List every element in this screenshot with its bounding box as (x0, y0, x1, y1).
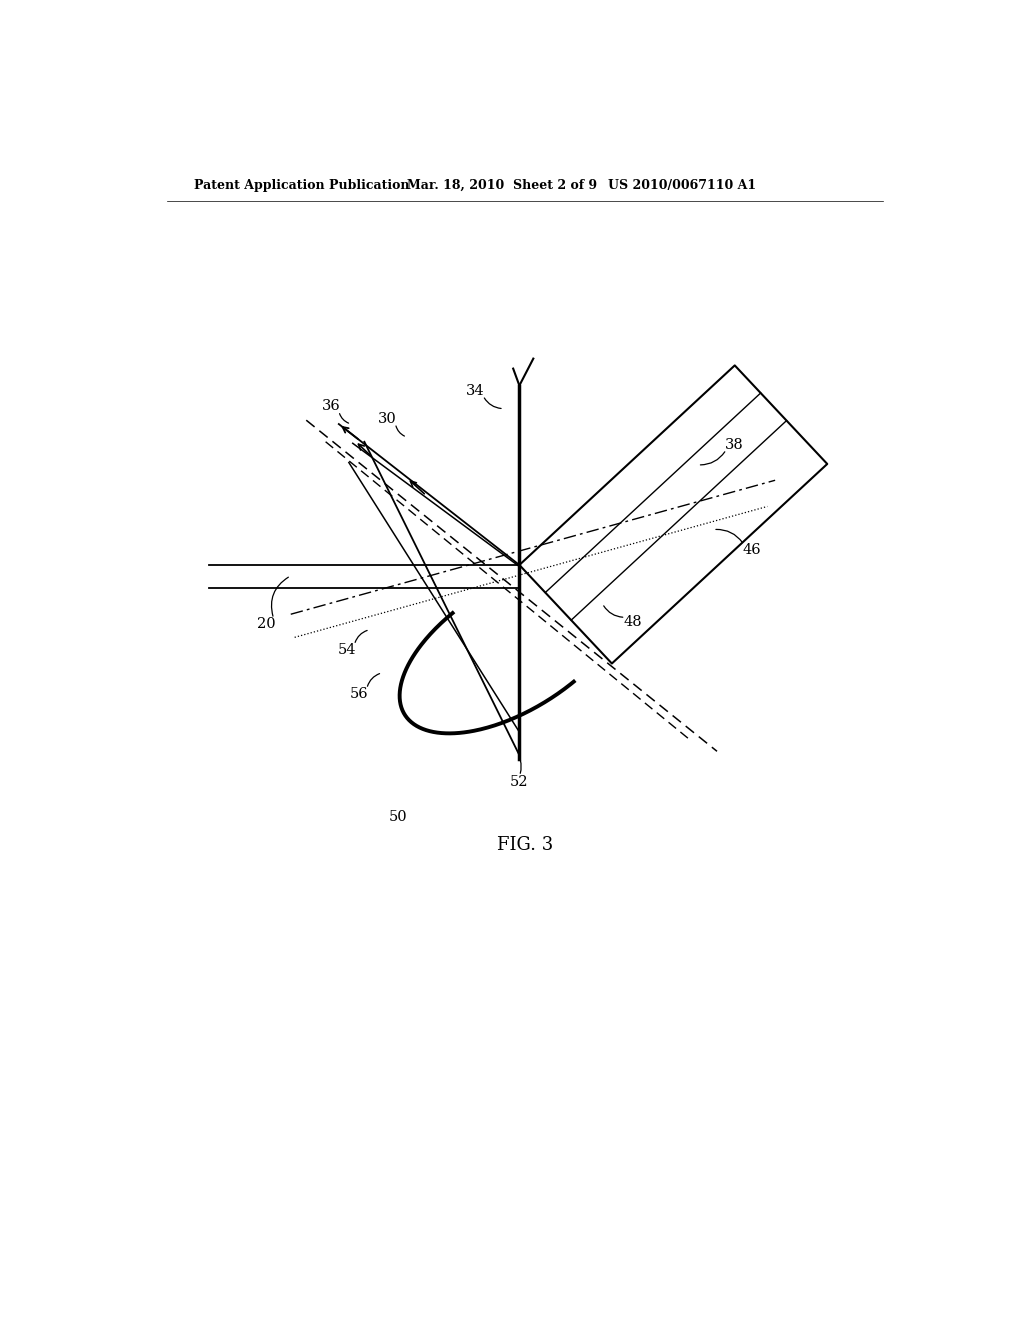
Text: 36: 36 (322, 400, 340, 413)
Text: US 2010/0067110 A1: US 2010/0067110 A1 (608, 178, 757, 191)
Text: 30: 30 (378, 412, 397, 425)
Text: 38: 38 (725, 438, 743, 451)
Text: 52: 52 (510, 775, 528, 789)
Text: 46: 46 (742, 543, 761, 557)
Text: Patent Application Publication: Patent Application Publication (194, 178, 410, 191)
Text: 54: 54 (337, 643, 355, 656)
Text: 34: 34 (466, 384, 484, 397)
Text: 50: 50 (388, 809, 407, 824)
Text: 20: 20 (257, 618, 275, 631)
Text: Mar. 18, 2010  Sheet 2 of 9: Mar. 18, 2010 Sheet 2 of 9 (407, 178, 597, 191)
Text: 48: 48 (624, 615, 643, 628)
Text: FIG. 3: FIG. 3 (497, 837, 553, 854)
Text: 56: 56 (349, 686, 369, 701)
